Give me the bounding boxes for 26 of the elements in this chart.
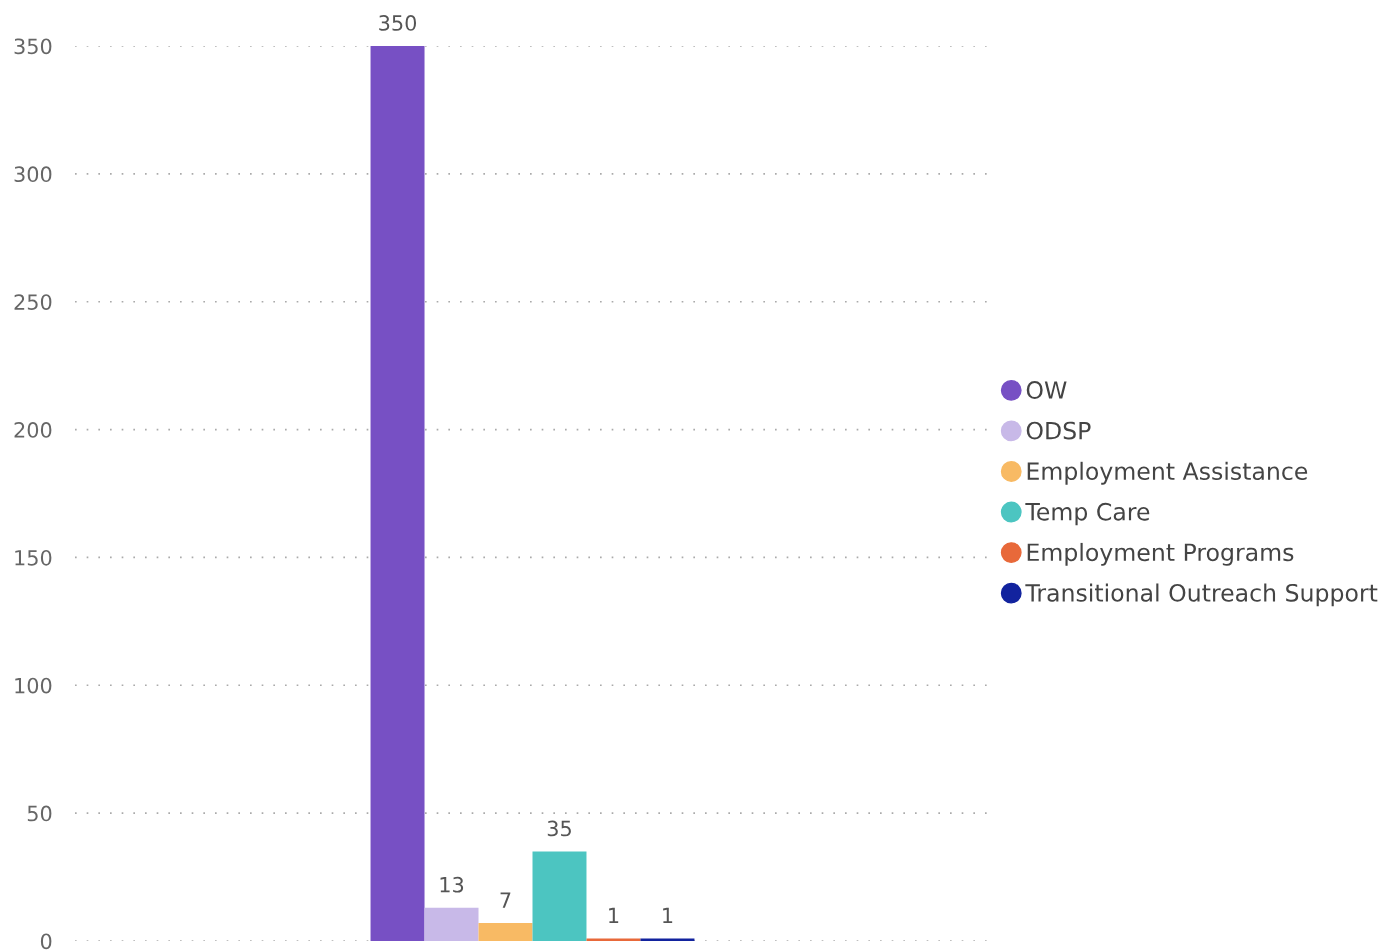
bar bbox=[478, 923, 533, 941]
bar bbox=[640, 938, 695, 941]
y-tick-label: 350 bbox=[14, 38, 52, 55]
data-label: 13 bbox=[440, 876, 464, 893]
legend-label: Transitional Outreach Support bbox=[1025, 583, 1378, 607]
y-tick-label: 200 bbox=[14, 422, 52, 438]
bar bbox=[370, 46, 425, 941]
data-label: 35 bbox=[547, 820, 571, 837]
data-label: 7 bbox=[500, 892, 511, 908]
legend-label: Employment Assistance bbox=[1027, 461, 1308, 485]
bar bbox=[424, 907, 479, 941]
data-label: 1 bbox=[663, 907, 673, 923]
y-tick-label: 50 bbox=[27, 805, 52, 822]
data-label: 350 bbox=[379, 15, 417, 31]
y-tick-label: 300 bbox=[14, 166, 52, 183]
legend-label: OW bbox=[1026, 381, 1067, 399]
legend-label: ODSP bbox=[1026, 421, 1091, 440]
bar bbox=[532, 851, 587, 941]
legend-label: Temp Care bbox=[1025, 502, 1150, 526]
y-tick-label: 250 bbox=[14, 294, 52, 310]
y-tick-label: 0 bbox=[40, 933, 52, 950]
data-label: 1 bbox=[609, 907, 619, 923]
bar bbox=[586, 938, 641, 941]
y-tick-label: 100 bbox=[15, 677, 52, 694]
y-tick-label: 150 bbox=[15, 549, 52, 566]
legend-label: Employment Programs bbox=[1027, 542, 1294, 566]
